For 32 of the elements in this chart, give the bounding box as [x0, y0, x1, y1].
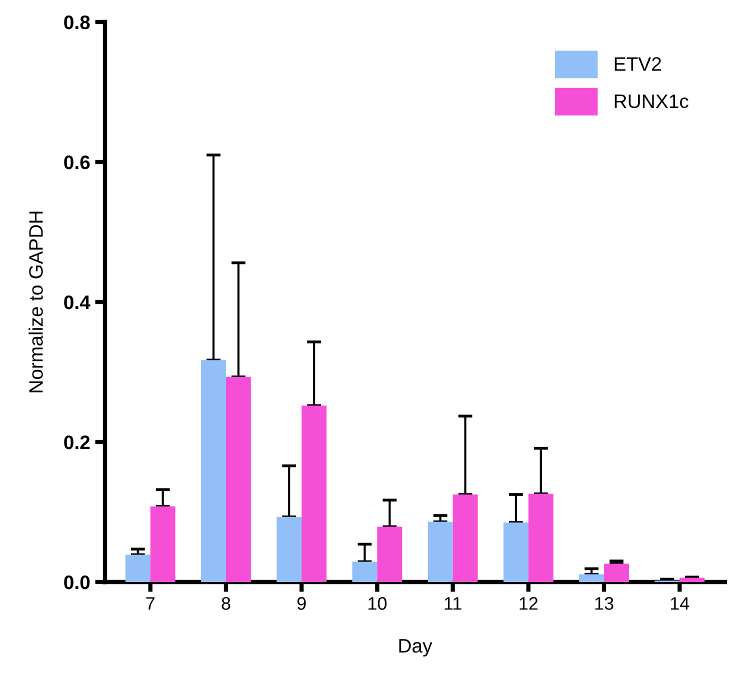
- bar: [452, 494, 478, 582]
- y-axis-title: Normalize to GAPDH: [28, 212, 43, 392]
- y-tick-label: 0.8: [64, 15, 90, 30]
- legend-label: ETV2: [614, 57, 661, 71]
- x-tick-label: 14: [670, 597, 690, 610]
- x-tick-label: 12: [520, 597, 538, 610]
- bar: [503, 522, 528, 582]
- x-tick-label: 9: [297, 597, 306, 610]
- legend-label: RUNX1c: [614, 94, 688, 108]
- x-axis-title: Day: [399, 639, 432, 657]
- bar: [604, 564, 629, 582]
- x-tick-label: 7: [146, 597, 154, 610]
- bar: [377, 526, 402, 582]
- bar: [428, 522, 453, 582]
- bar: [276, 516, 302, 582]
- y-tick-label: 0.6: [64, 155, 90, 170]
- x-tick-label: 10: [368, 597, 387, 610]
- bar: [226, 376, 251, 582]
- bar: [352, 562, 378, 582]
- x-tick-label: 8: [222, 597, 230, 610]
- bar: [150, 506, 176, 582]
- y-tick-label: 0.4: [64, 295, 90, 310]
- bar: [302, 406, 327, 582]
- y-tick-label: 0.2: [64, 435, 90, 450]
- bar: [528, 494, 554, 582]
- x-tick-label: 13: [595, 597, 614, 610]
- bar: [680, 578, 705, 582]
- bar: [125, 554, 150, 582]
- bar: [201, 360, 226, 582]
- x-tick-label: 11: [444, 597, 462, 610]
- bar: [579, 574, 604, 582]
- y-tick-label: 0.0: [64, 575, 90, 590]
